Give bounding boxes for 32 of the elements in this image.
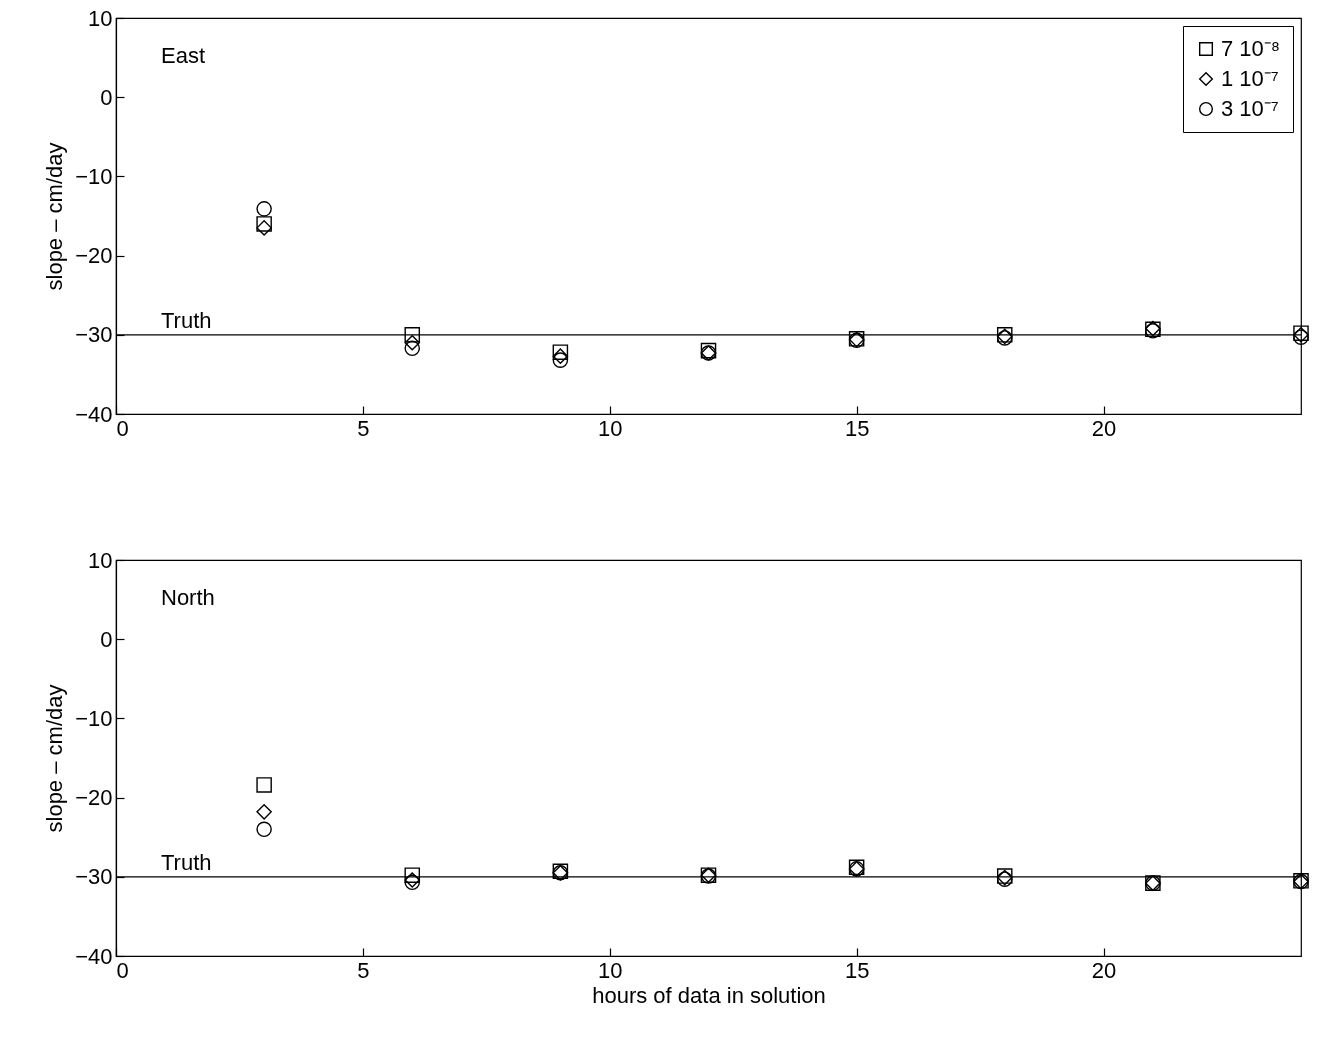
x-axis-title: hours of data in solution [592, 982, 826, 1008]
x-tick-label: 0 [116, 957, 129, 983]
x-tick-label: 20 [1091, 957, 1117, 983]
ref-line-label: Truth [161, 849, 212, 875]
ref-line-label: Truth [161, 307, 212, 333]
y-tick-label: −20 [75, 243, 113, 269]
y-tick-label: 0 [100, 626, 113, 652]
x-tick-label: 20 [1091, 415, 1117, 441]
x-tick-label: 15 [844, 957, 870, 983]
x-tick-label: 5 [357, 957, 370, 983]
x-tick-label: 15 [844, 415, 870, 441]
x-tick-label: 5 [357, 415, 370, 441]
y-tick-label: −30 [75, 322, 113, 348]
y-tick-label: −10 [75, 163, 113, 189]
y-axis-title: slope – cm/day [42, 142, 68, 291]
y-tick-label: −10 [75, 705, 113, 731]
legend-label: 7 10⁻⁸ [1221, 36, 1281, 61]
y-tick-label: 10 [88, 547, 113, 573]
y-tick-label: 0 [100, 84, 113, 110]
x-tick-label: 10 [598, 957, 623, 983]
x-tick-label: 0 [116, 415, 129, 441]
y-tick-label: −40 [75, 943, 113, 969]
legend-label: 1 10⁻⁷ [1221, 66, 1279, 91]
y-tick-label: −20 [75, 785, 113, 811]
y-tick-label: −40 [75, 401, 113, 427]
x-tick-label: 10 [598, 415, 623, 441]
annotation: North [161, 585, 215, 610]
y-tick-label: −30 [75, 864, 113, 890]
y-axis-title: slope – cm/day [42, 684, 68, 833]
annotation: East [161, 43, 206, 68]
y-tick-label: 10 [88, 5, 113, 31]
legend-label: 3 10⁻⁷ [1221, 96, 1279, 121]
